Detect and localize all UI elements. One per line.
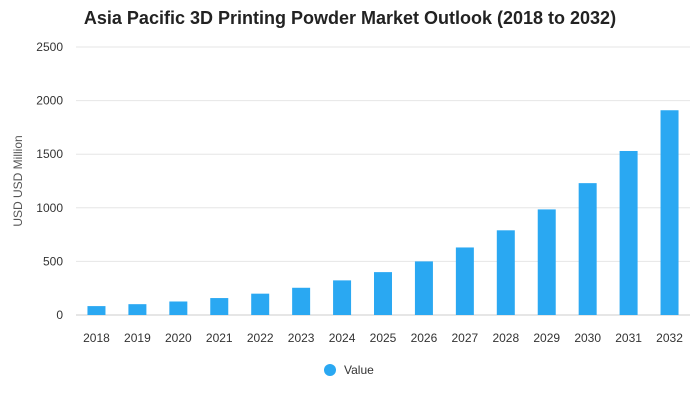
x-tick-label: 2029 bbox=[533, 331, 560, 345]
bar-2021[interactable] bbox=[210, 298, 229, 315]
bar-2018[interactable] bbox=[87, 306, 106, 315]
x-tick-label: 2018 bbox=[83, 331, 110, 345]
y-axis-ticks: 0 500 1000 1500 2000 2500 bbox=[36, 40, 63, 322]
y-tick-label: 500 bbox=[43, 254, 63, 268]
bar-2026[interactable] bbox=[414, 261, 433, 315]
y-tick-label: 2500 bbox=[36, 40, 63, 54]
x-tick-label: 2024 bbox=[329, 331, 356, 345]
bar-2029[interactable] bbox=[537, 209, 556, 315]
bar-2031[interactable] bbox=[619, 150, 638, 315]
x-tick-label: 2032 bbox=[656, 331, 683, 345]
bar-2020[interactable] bbox=[169, 301, 188, 315]
legend-marker-value bbox=[324, 364, 336, 376]
x-axis-ticks: 2018 2019 2020 2021 2022 2023 2024 2025 2026 2027… bbox=[83, 331, 683, 345]
y-tick-label: 2000 bbox=[36, 94, 63, 108]
bar-2032[interactable] bbox=[660, 110, 679, 315]
legend-label-value: Value bbox=[344, 363, 374, 377]
legend[interactable]: Value bbox=[324, 363, 374, 377]
x-tick-label: 2025 bbox=[370, 331, 397, 345]
x-tick-label: 2027 bbox=[452, 331, 479, 345]
bar-2027[interactable] bbox=[455, 247, 474, 315]
y-axis-title: USD USD Million bbox=[11, 135, 25, 226]
y-tick-label: 1000 bbox=[36, 201, 63, 215]
bar-2019[interactable] bbox=[128, 304, 147, 315]
bar-2025[interactable] bbox=[374, 272, 392, 315]
x-tick-label: 2023 bbox=[288, 331, 315, 345]
x-tick-label: 2031 bbox=[615, 331, 642, 345]
bar-2030[interactable] bbox=[578, 183, 597, 315]
x-tick-label: 2021 bbox=[206, 331, 233, 345]
x-tick-label: 2019 bbox=[124, 331, 151, 345]
bar-2022[interactable] bbox=[251, 293, 270, 315]
x-tick-label: 2030 bbox=[574, 331, 601, 345]
bar-2024[interactable] bbox=[333, 280, 352, 315]
bar-2023[interactable] bbox=[292, 287, 311, 315]
y-tick-label: 0 bbox=[56, 308, 63, 322]
bar-2028[interactable] bbox=[496, 230, 515, 315]
bars bbox=[87, 110, 679, 315]
x-tick-label: 2020 bbox=[165, 331, 192, 345]
x-tick-label: 2028 bbox=[492, 331, 519, 345]
x-tick-label: 2022 bbox=[247, 331, 274, 345]
chart-title: Asia Pacific 3D Printing Powder Market O… bbox=[83, 8, 617, 28]
y-tick-label: 1500 bbox=[36, 147, 63, 161]
x-tick-label: 2026 bbox=[411, 331, 438, 345]
